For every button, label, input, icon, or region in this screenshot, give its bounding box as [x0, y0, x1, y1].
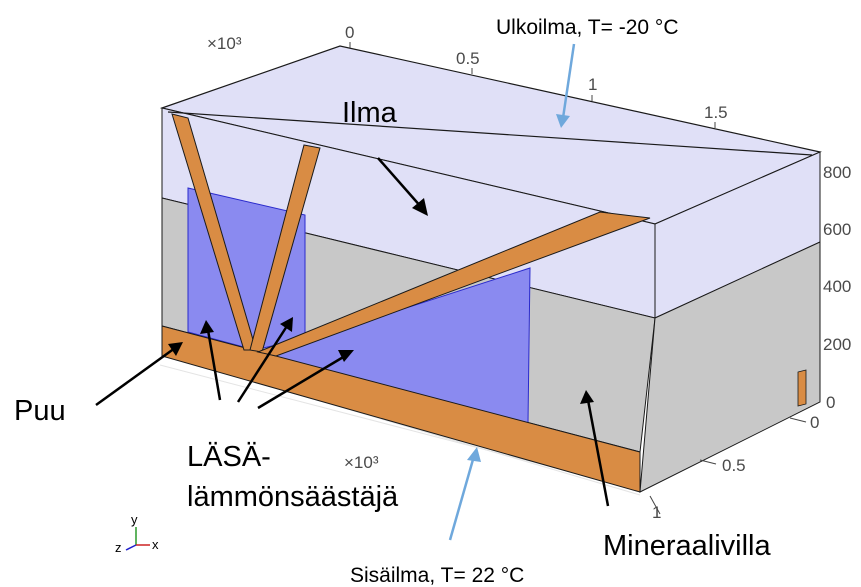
- right-axis: 800 600 400 200 0: [823, 163, 851, 412]
- air-label: Ilma: [342, 97, 398, 129]
- callout-arrowheads: [168, 198, 594, 404]
- top-ridge-line: [167, 111, 813, 156]
- front-tick-0: 0: [810, 413, 819, 432]
- right-tick-800: 800: [823, 163, 851, 182]
- front-axis-scale: ×10³: [344, 453, 379, 472]
- axis-triad: y x z: [115, 512, 159, 555]
- right-face-wool: [639, 241, 821, 493]
- top-tick-0: 0: [345, 23, 354, 42]
- right-tick-600: 600: [823, 220, 851, 239]
- triad-y: y: [131, 512, 138, 527]
- wood-bottom-beam: [161, 325, 641, 493]
- front-tick-05: 0.5: [722, 456, 746, 475]
- wool-label: Mineraalivilla: [603, 530, 771, 562]
- top-axis-scale: ×10³: [207, 34, 242, 53]
- outdoor-label: Ulkoilma, T= -20 °C: [496, 16, 678, 39]
- wood-label: Puu: [14, 395, 66, 427]
- insulator-label-line1: LÄSÄ-: [187, 441, 271, 473]
- top-tick-1: 0.5: [456, 49, 480, 68]
- blue-arrowheads: [467, 114, 570, 462]
- top-axis: ×10³ 0 0.5 1 1.5: [207, 23, 728, 128]
- triad-x: x: [152, 537, 159, 552]
- right-tick-400: 400: [823, 277, 851, 296]
- insulator-label-line2: lämmönsäästäjä: [187, 481, 399, 513]
- right-tick-200: 200: [823, 335, 851, 354]
- front-axis: ×10³ 0 0.5 1: [344, 413, 819, 522]
- triad-z: z: [115, 540, 122, 555]
- callout-arrows: [95, 157, 610, 507]
- front-tick-1: 1: [652, 503, 661, 522]
- indoor-label: Sisäilma, T= 22 °C: [350, 564, 524, 587]
- blue-callouts: [448, 43, 576, 541]
- wood-right-strip: [797, 369, 807, 407]
- top-tick-3: 1.5: [704, 103, 728, 122]
- top-tick-2: 1: [588, 75, 597, 94]
- right-tick-0: 0: [826, 393, 835, 412]
